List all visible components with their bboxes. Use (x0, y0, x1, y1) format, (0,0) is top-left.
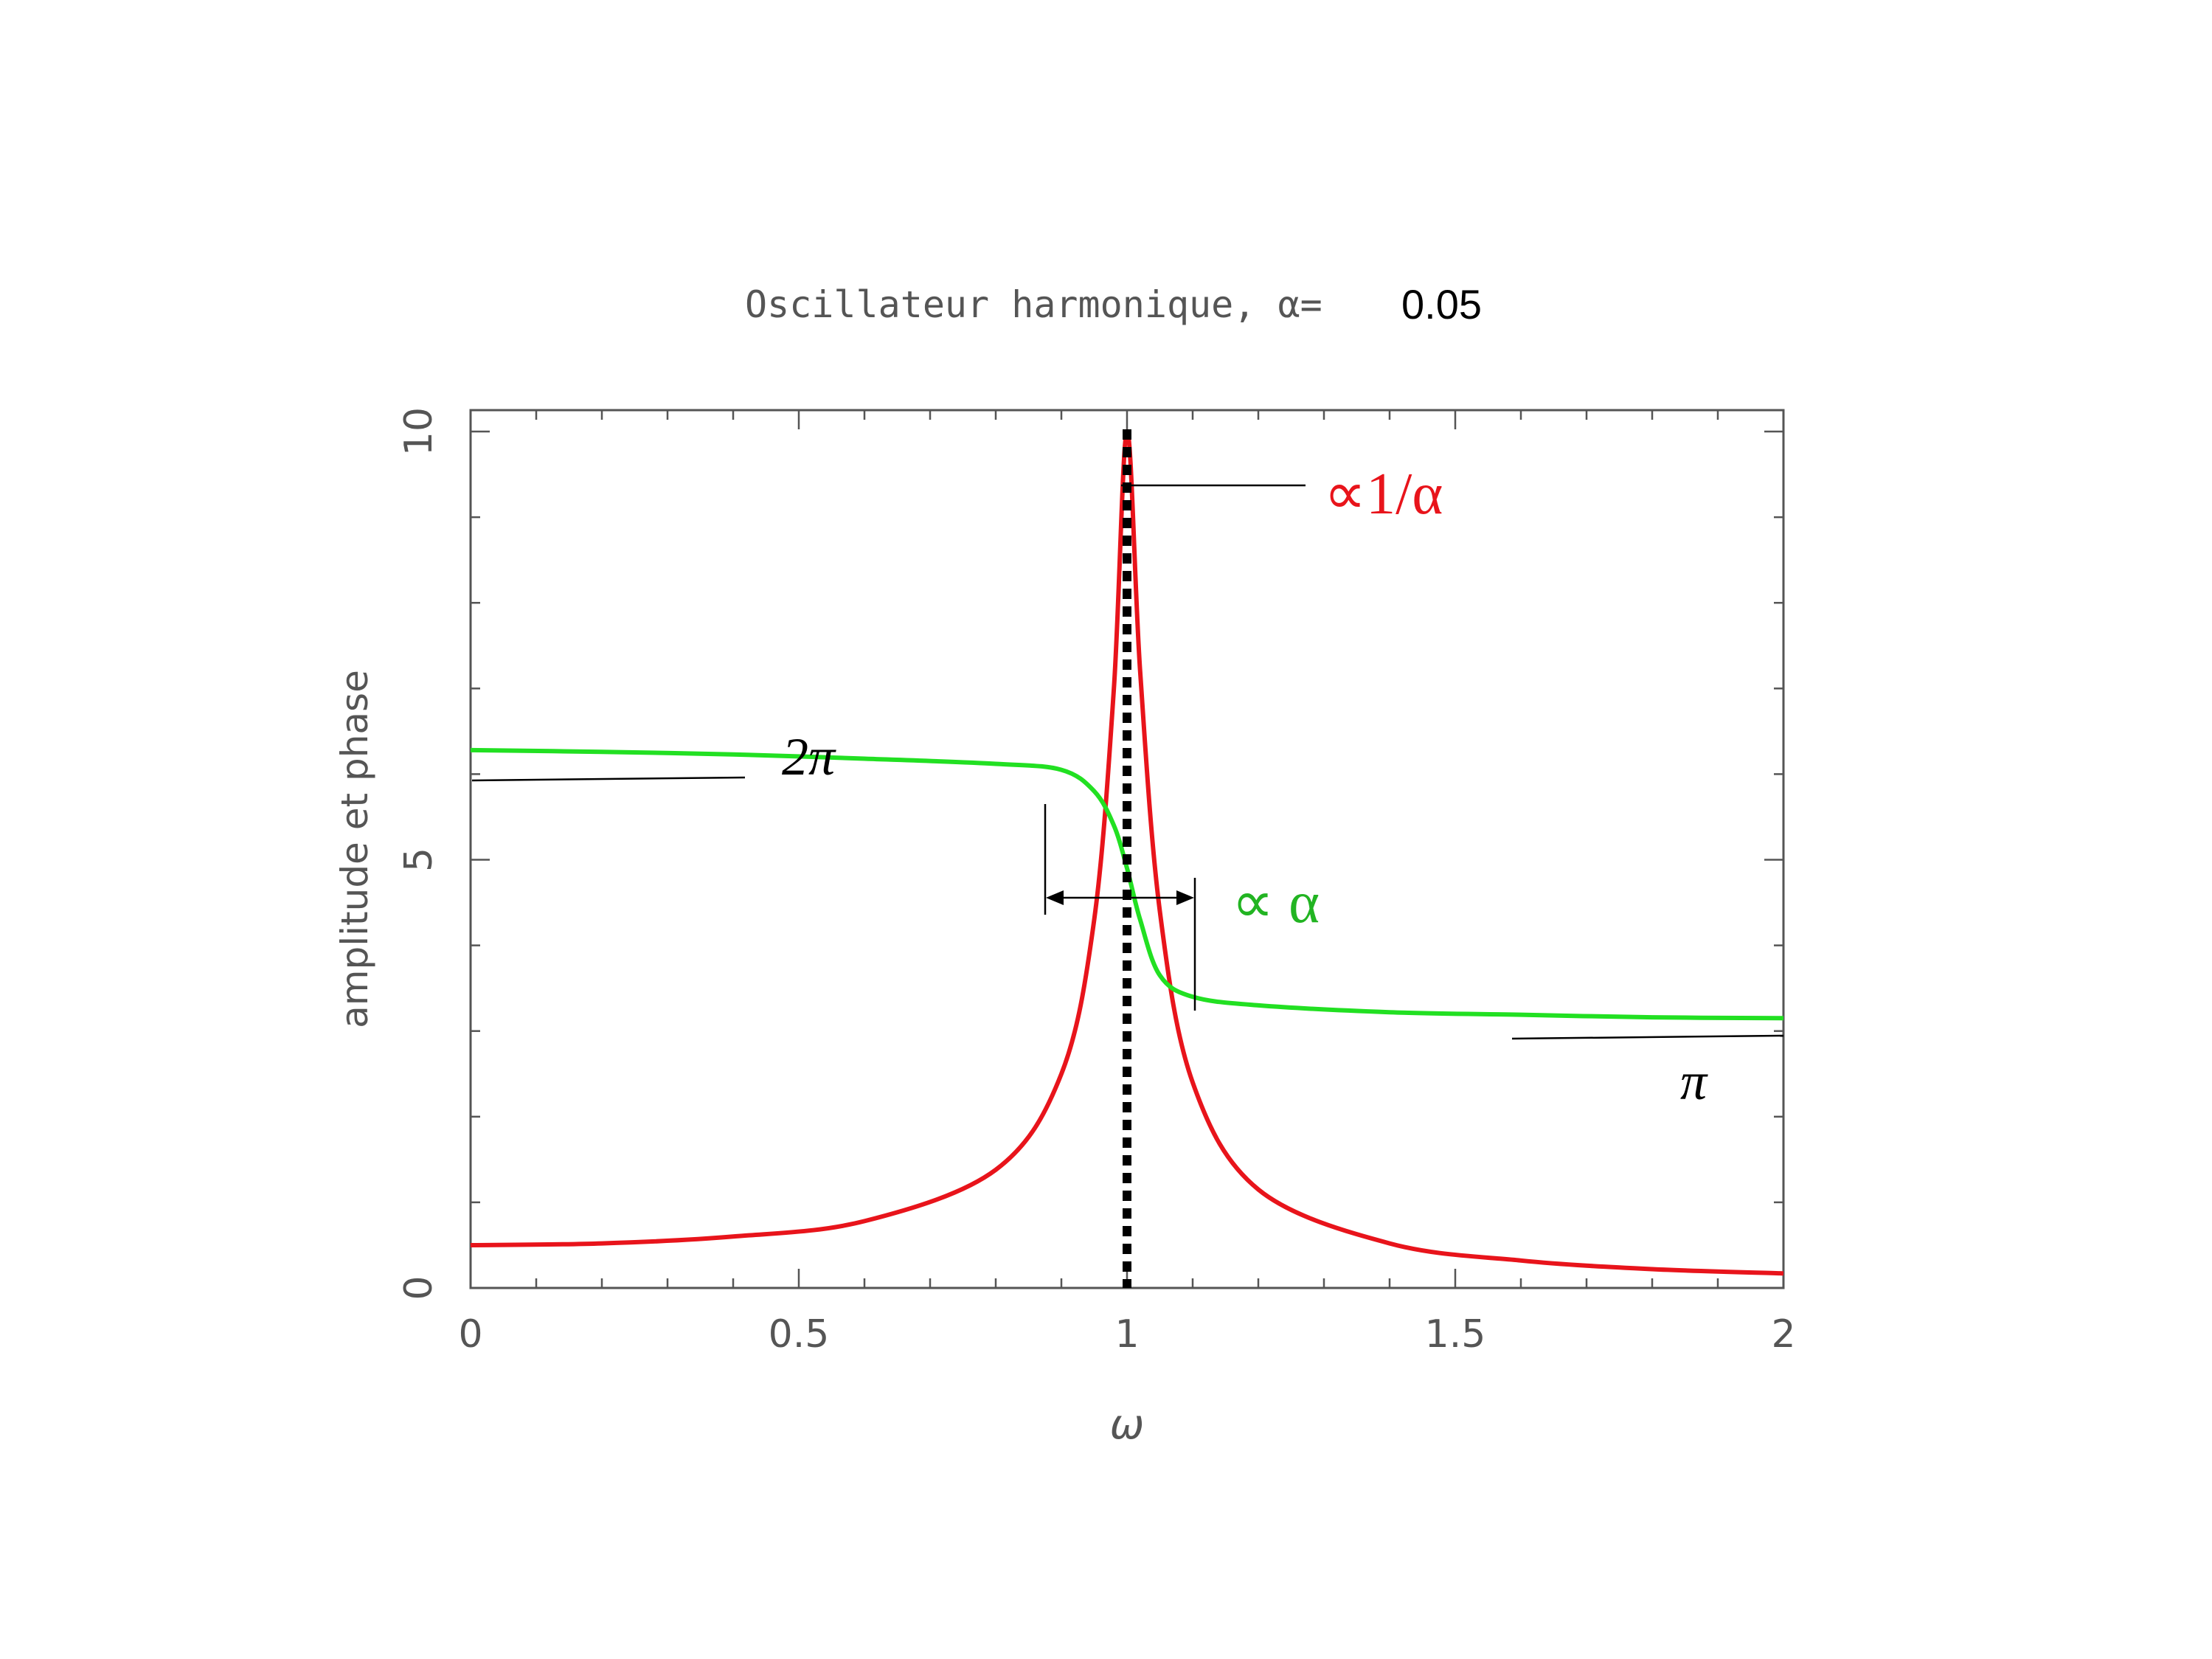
width-annotation: ∝ α (1232, 870, 1320, 935)
x-tick-label: 1.5 (1425, 1312, 1486, 1357)
y-tick-label: 5 (397, 848, 441, 872)
x-tick-label: 0.5 (769, 1312, 830, 1357)
y-tick-label: 0 (397, 1275, 441, 1300)
y-axis-label: amplitude et phase (333, 670, 376, 1028)
width-arrow-left-head (1046, 890, 1064, 905)
two-pi-pointer-line (471, 776, 746, 782)
axis-ticks (469, 410, 1785, 1289)
y-tick-labels: 0 5 10 (397, 407, 441, 1300)
x-tick-label: 2 (1771, 1312, 1795, 1357)
phase-high-annotation: π (1680, 1052, 1708, 1111)
pi-pointer-line (1511, 1034, 1784, 1040)
y-tick-label: 10 (397, 407, 441, 456)
chart-title: Oscillateur harmonique, α= (745, 283, 1322, 326)
width-arrow-right-head (1176, 890, 1194, 905)
x-axis-label: ω (1110, 1401, 1145, 1449)
phase-low-annotation: 2π (782, 727, 836, 786)
peak-annotation: ∝1/α (1324, 462, 1443, 527)
x-tick-labels: 0 0.5 1 1.5 2 (458, 1312, 1795, 1357)
annotation-lines (471, 484, 1784, 1040)
x-tick-label: 1 (1114, 1312, 1139, 1357)
series-phase-line (470, 747, 1784, 1021)
chart-title-value: 0.05 (1401, 281, 1482, 328)
x-tick-label: 0 (458, 1312, 482, 1357)
